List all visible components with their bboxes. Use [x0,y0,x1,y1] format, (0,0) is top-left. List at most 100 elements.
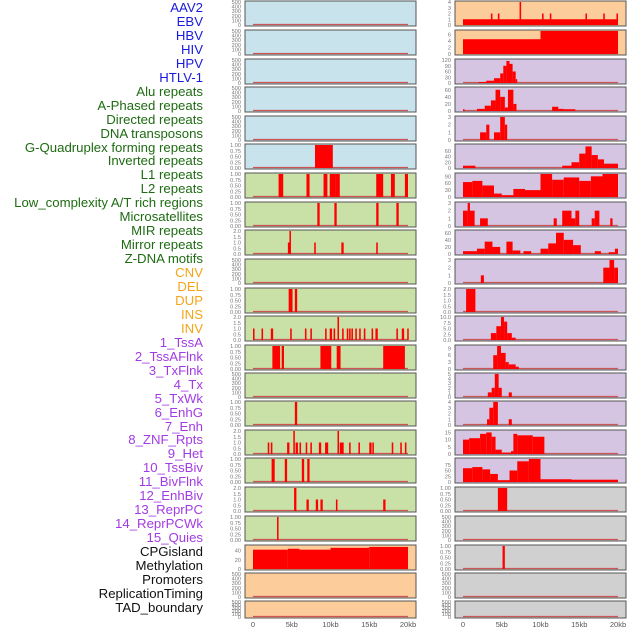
data-bar [363,328,366,340]
y-tick-label: 400 [232,377,241,383]
y-tick-label: 1.5 [233,321,241,327]
y-tick-label: 0.5 [233,503,241,509]
y-tick-label: 2 [448,12,451,18]
y-tick-label: 1.00 [230,201,241,207]
y-tick-label: 0.50 [440,498,451,504]
data-bar [390,174,395,197]
data-bar [489,407,494,425]
data-bar [509,63,513,83]
y-tick-label: 0.00 [230,195,241,201]
panel-left-8 [244,229,417,256]
y-tick-label: 2.0 [443,287,451,293]
data-bar [549,13,552,25]
panel-right-13 [454,372,627,399]
data-bar [480,132,487,140]
track-label: DEL [177,279,203,294]
panel-left-7 [244,201,417,228]
panel-right-19 [454,544,627,571]
data-bar [500,117,505,140]
y-tick-label: 1.00 [230,143,241,149]
y-tick-label: 0.0 [443,310,451,316]
data-bar [548,243,556,254]
track-label: Microsatellites [119,209,203,225]
y-tick-label: 0 [448,23,451,29]
y-tick-label: 0.50 [230,527,241,533]
y-tick-label: 0.50 [230,299,241,305]
data-bar [517,461,529,482]
data-bar [337,431,340,454]
data-bar [306,499,309,511]
data-bar [404,442,407,454]
data-bar [604,163,618,168]
x-tick-label: 10kb [532,620,548,629]
data-bar [337,317,340,340]
panel-left-17 [244,486,417,513]
y-tick-label: 120 [442,58,451,64]
track-label: 9_Het [167,446,203,462]
track-label: TAD_boundary [115,599,203,615]
y-tick-label: 0.75 [230,406,241,412]
y-tick-label: 200 [232,129,241,135]
track-label: L1 repeats [140,167,203,183]
y-tick-label: 0.25 [230,417,241,423]
y-tick-label: 0.0 [233,452,241,458]
panel-right-14 [454,400,627,427]
data-bar [500,352,506,369]
data-bar [594,251,601,254]
data-bar [349,442,351,454]
y-tick-label: 300 [442,524,451,530]
y-tick-label: 0.75 [440,492,451,498]
data-bar [463,19,618,25]
track-label: L2 repeats [140,181,203,197]
y-tick-label: 40 [445,155,451,161]
track-label: MIR repeats [131,223,203,239]
data-bar [299,442,302,454]
y-tick-label: 0.00 [230,480,241,486]
y-tick-label: 500 [232,58,241,64]
y-tick-label: 400 [232,603,241,609]
data-bar [532,436,541,454]
y-tick-label: 100 [442,612,451,618]
y-tick-label: 1.0 [233,327,241,333]
data-bar [310,442,312,454]
y-tick-label: 0.25 [440,561,451,567]
data-bar [320,346,332,369]
data-bar [491,387,495,397]
data-bar [334,203,337,226]
y-tick-label: 0.5 [233,446,241,452]
y-tick-label: 300 [442,581,451,587]
y-tick-label: 5.0 [443,327,451,333]
y-tick-label: 0 [448,538,451,544]
y-tick-label: 400 [442,520,451,526]
data-bar [500,73,504,83]
y-tick-label: 300 [232,606,241,612]
data-bar [288,289,293,312]
data-bar [294,289,298,312]
panel-left-21 [244,600,417,619]
data-bar [487,419,490,425]
y-tick-label: 1 [448,417,451,423]
y-tick-label: 300 [232,381,241,387]
data-bar [315,145,333,168]
y-tick-label: 50 [445,469,451,475]
y-tick-label: 75 [445,463,451,469]
data-bar [383,346,405,369]
track-label: A-Phased repeats [97,97,203,113]
y-tick-label: 1.00 [230,400,241,406]
y-tick-label: 0 [448,615,451,621]
panel-left-2 [244,58,417,85]
y-tick-label: 100 [232,18,241,24]
data-bar [400,442,402,454]
data-bar [608,252,615,254]
track-label: AAV2 [170,0,203,15]
track-label: HTLV-1 [159,69,203,85]
y-tick-label: 1 [448,390,451,396]
x-tick-label: 0 [251,620,255,629]
y-tick-label: 100 [232,104,241,110]
y-tick-label: 2.0 [233,315,241,321]
y-tick-label: 4 [448,377,451,383]
data-bar [325,328,327,340]
data-bar [407,328,409,340]
y-tick-label: 9 [448,346,451,352]
data-bar [277,517,279,540]
